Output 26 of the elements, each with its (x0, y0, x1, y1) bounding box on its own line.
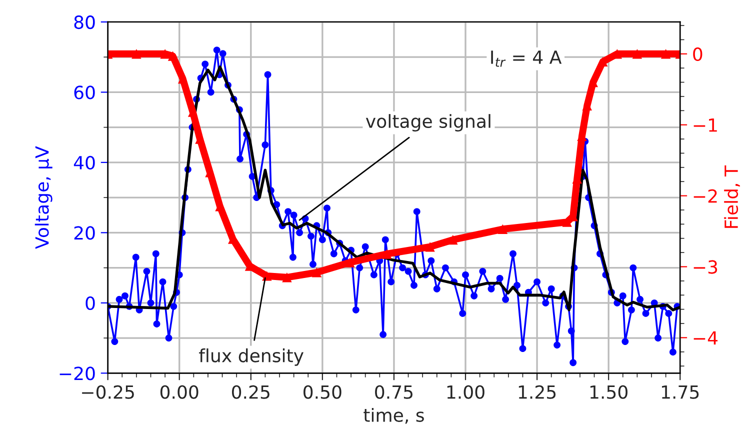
y-axis-title: Voltage, µV (34, 146, 52, 249)
annotation: flux density (199, 348, 304, 366)
y2-tick-label: −2 (694, 189, 717, 203)
y2-tick-label: −4 (694, 331, 718, 345)
x-tick-label: 1.00 (447, 385, 484, 399)
x-tick-label: 1.50 (590, 385, 628, 399)
annotation: voltage signal (366, 114, 490, 132)
x-tick-label: 0.75 (375, 385, 412, 399)
y-tick-label: 80 (74, 15, 95, 30)
x-tick-label: 0.50 (304, 385, 342, 399)
x-tick-label: 1.25 (518, 385, 556, 399)
x-axis-title: time, s (364, 408, 424, 424)
y2-tick-label: −1 (694, 118, 717, 132)
y2-tick-label: −3 (694, 260, 718, 274)
y-tick-label: 40 (74, 156, 95, 170)
annotation: I$_{tr}$ = 4 A (491, 50, 562, 67)
y-tick-label: 0 (86, 296, 95, 310)
y2-axis-title: Field, T (724, 165, 740, 228)
y-tick-label: 20 (74, 226, 95, 240)
x-tick-label: −0.25 (82, 385, 134, 399)
x-tick-label: 1.75 (662, 386, 699, 399)
x-tick-label: 0.00 (160, 385, 198, 399)
y-tick-label: −20 (60, 366, 95, 380)
x-tick-label: 0.25 (232, 385, 270, 399)
y2-tick-label: 0 (693, 47, 702, 61)
y-tick-label: 60 (74, 86, 95, 100)
